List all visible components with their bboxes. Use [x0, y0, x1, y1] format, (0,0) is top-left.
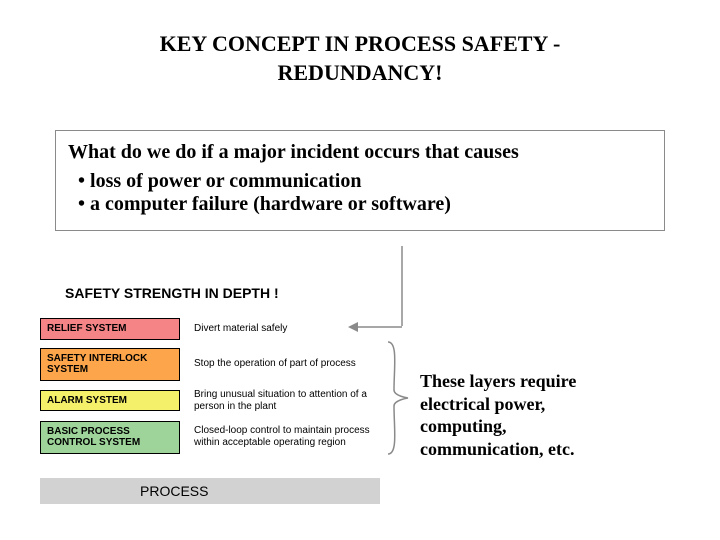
- layer-row: BASIC PROCESS CONTROL SYSTEM Closed-loop…: [40, 421, 384, 454]
- layer-bpcs-box: BASIC PROCESS CONTROL SYSTEM: [40, 421, 180, 454]
- layer-desc: Divert material safely: [194, 323, 384, 335]
- question-list: loss of power or communication a compute…: [68, 170, 652, 216]
- layer-alarm-box: ALARM SYSTEM: [40, 390, 180, 412]
- safety-layers: RELIEF SYSTEM Divert material safely SAF…: [40, 318, 384, 462]
- question-lead: What do we do if a major incident occurs…: [68, 141, 652, 164]
- page-title: KEY CONCEPT IN PROCESS SAFETY - REDUNDAN…: [0, 0, 720, 87]
- process-box: PROCESS: [40, 478, 380, 504]
- process-label: PROCESS: [140, 483, 208, 499]
- layer-desc: Stop the operation of part of process: [194, 358, 384, 370]
- layer-row: ALARM SYSTEM Bring unusual situation to …: [40, 389, 384, 413]
- layer-label: ALARM SYSTEM: [47, 395, 127, 407]
- layer-label: BASIC PROCESS CONTROL SYSTEM: [47, 426, 173, 449]
- layer-label: RELIEF SYSTEM: [47, 323, 126, 335]
- layer-label: SAFETY INTERLOCK SYSTEM: [47, 353, 173, 376]
- title-line1: KEY CONCEPT IN PROCESS SAFETY -: [160, 31, 561, 56]
- layer-row: RELIEF SYSTEM Divert material safely: [40, 318, 384, 340]
- strength-title: SAFETY STRENGTH IN DEPTH !: [65, 285, 279, 301]
- layer-row: SAFETY INTERLOCK SYSTEM Stop the operati…: [40, 348, 384, 381]
- question-item: loss of power or communication: [78, 170, 652, 193]
- question-box: What do we do if a major incident occurs…: [55, 130, 665, 231]
- question-item: a computer failure (hardware or software…: [78, 193, 652, 216]
- layer-relief-box: RELIEF SYSTEM: [40, 318, 180, 340]
- callout-text: These layers require electrical power, c…: [420, 370, 610, 460]
- title-line2: REDUNDANCY!: [278, 60, 443, 85]
- layer-desc: Bring unusual situation to attention of …: [194, 389, 384, 413]
- connector-arrow-icon: [398, 246, 468, 330]
- layer-interlock-box: SAFETY INTERLOCK SYSTEM: [40, 348, 180, 381]
- layer-desc: Closed-loop control to maintain process …: [194, 425, 384, 449]
- brace-icon: [384, 340, 410, 456]
